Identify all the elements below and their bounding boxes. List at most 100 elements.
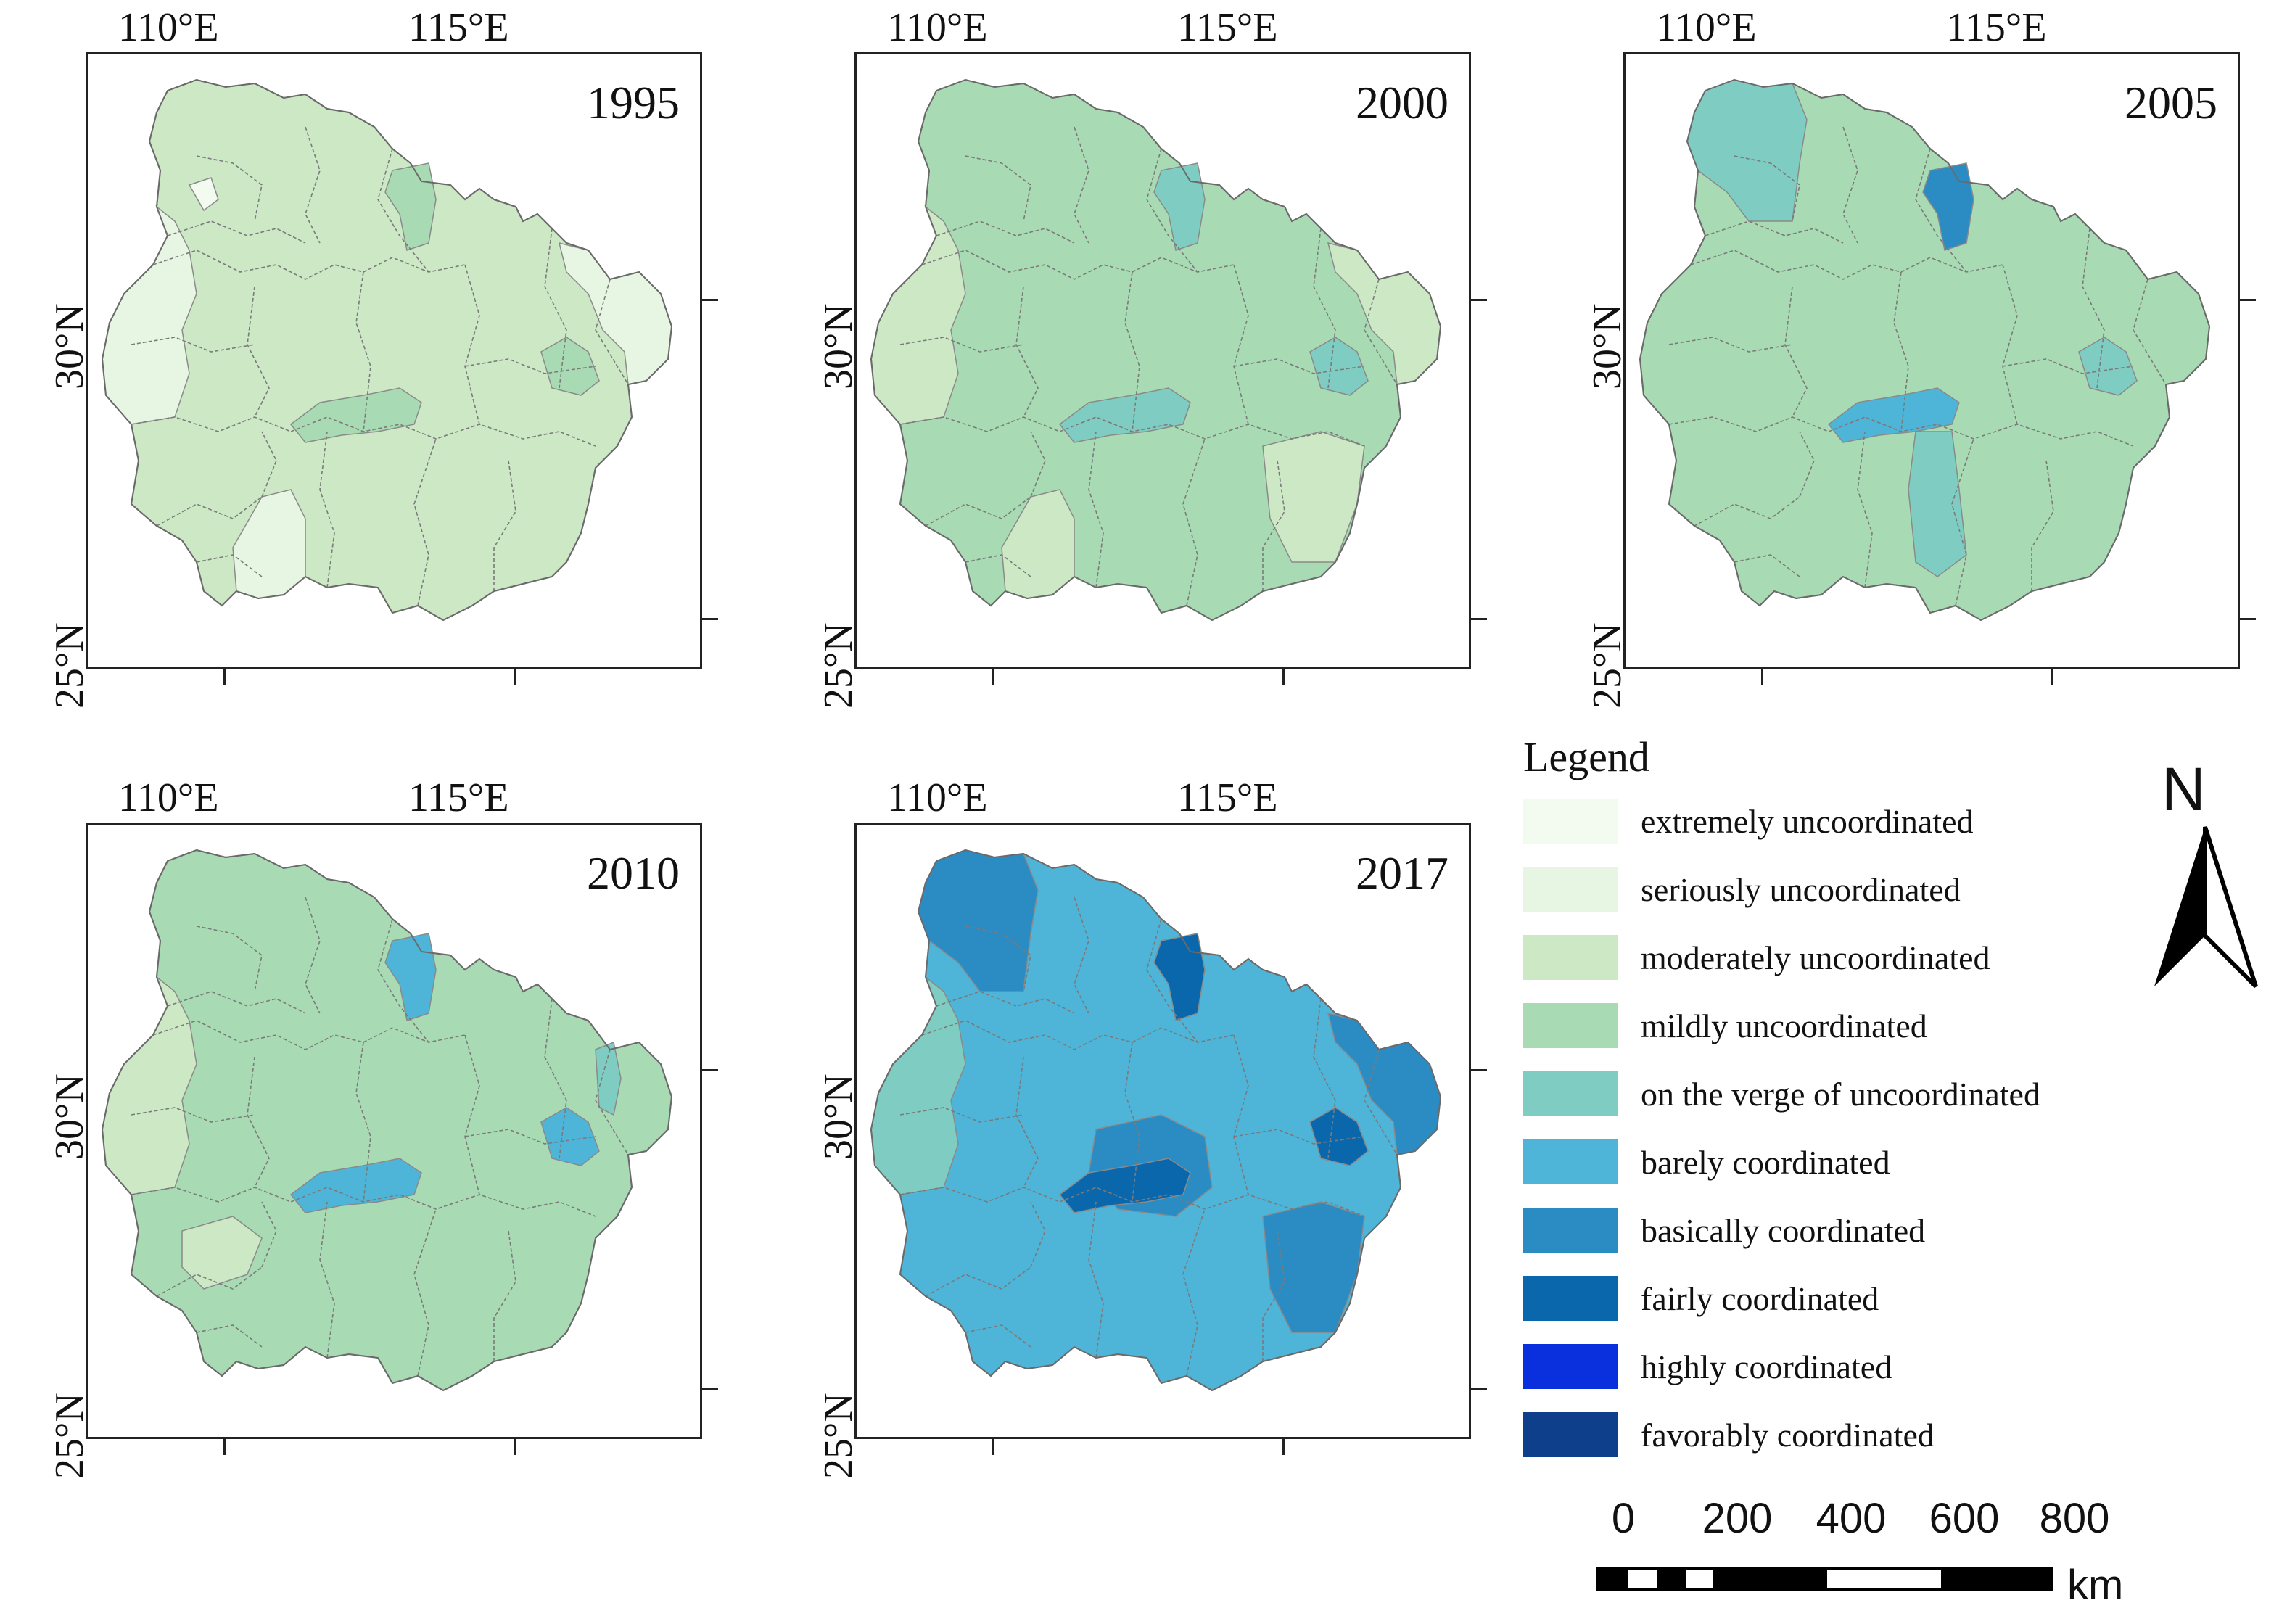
region-northeast-small-extremely	[188, 177, 219, 212]
latitude-tick	[1471, 1069, 1487, 1071]
prefecture-boundary	[1074, 897, 1089, 1014]
prefecture-boundary	[464, 1034, 480, 1195]
scale-tick-label: 0	[1611, 1495, 1636, 1542]
scale-tick-label: 800	[2039, 1495, 2110, 1542]
prefecture-boundary	[1233, 264, 1249, 425]
prefecture-boundary	[413, 438, 437, 606]
latitude-tick	[2240, 299, 2256, 301]
prefecture-boundary	[156, 496, 263, 527]
latitude-tick	[702, 1388, 718, 1390]
prefecture-boundary	[1088, 431, 1104, 588]
prefecture-boundary	[936, 220, 1075, 244]
legend-label: extremely uncoordinated	[1641, 802, 1974, 840]
longitude-tick	[514, 1439, 516, 1455]
region-center-lake-fairly	[1058, 1158, 1191, 1213]
longitude-label: 115°E	[1177, 5, 1278, 50]
prefecture-boundary	[1734, 155, 1800, 222]
prefecture-boundary	[595, 279, 629, 385]
prefecture-boundary	[1915, 148, 1967, 273]
prefecture-boundary	[1313, 998, 1336, 1159]
longitude-label: 115°E	[1946, 5, 2047, 50]
prefecture-boundary	[152, 250, 466, 280]
latitude-tick	[702, 299, 718, 301]
longitude-tick	[223, 669, 226, 685]
prefecture-boundary	[1030, 431, 1046, 498]
prefecture-boundary	[305, 126, 321, 244]
prefecture-boundary	[464, 264, 480, 425]
legend-label: basically coordinated	[1641, 1211, 1926, 1249]
prefecture-boundary	[925, 496, 1031, 527]
prefecture-boundary	[355, 271, 371, 432]
longitude-label: 115°E	[1177, 775, 1278, 820]
prefecture-boundary	[196, 155, 263, 222]
map-panel-2010: 110°E 115°E 30°N 25°N 2010	[46, 775, 743, 1503]
legend-item-seriously: seriously uncoordinated	[1523, 864, 1961, 915]
latitude-tick	[1471, 1388, 1487, 1390]
region-north-small-verge	[1153, 162, 1206, 251]
longitude-tick	[1282, 1439, 1285, 1455]
north-arrow-icon	[2154, 826, 2258, 989]
legend-label: seriously uncoordinated	[1641, 870, 1961, 908]
prefecture-boundary	[247, 1056, 270, 1188]
legend-label: fairly coordinated	[1641, 1279, 1879, 1317]
prefecture-boundary	[921, 250, 1235, 280]
prefecture-boundary	[1182, 438, 1206, 606]
legend-swatch	[1523, 867, 1618, 912]
outer-boundary	[101, 78, 673, 622]
region-north-small-mildly	[384, 162, 437, 251]
year-label: 1995	[587, 77, 680, 128]
outer-boundary	[870, 78, 1442, 622]
region-center-lake-mildly	[289, 387, 422, 443]
year-label: 2017	[1356, 847, 1449, 899]
legend-label: on the verge of uncoordinated	[1641, 1075, 2040, 1113]
prefecture-boundary	[544, 228, 567, 389]
prefecture-boundary	[131, 1107, 255, 1123]
legend-swatch	[1523, 799, 1618, 844]
longitude-tick	[1761, 669, 1763, 685]
legend-swatch	[1523, 1208, 1618, 1253]
prefecture-boundary	[1364, 279, 1398, 385]
legend-swatch	[1523, 1071, 1618, 1116]
province-map	[101, 78, 673, 622]
region-north-small-basically	[1922, 162, 1974, 251]
map-frame: 2000	[854, 52, 1471, 669]
province-map	[101, 849, 673, 1392]
prefecture-boundary	[965, 926, 1031, 992]
outer-boundary	[1639, 78, 2211, 622]
prefecture-boundary	[247, 286, 270, 418]
outer-boundary	[870, 849, 1442, 1392]
prefecture-boundary	[1799, 431, 1815, 498]
prefecture-boundary	[544, 998, 567, 1159]
latitude-tick	[702, 618, 718, 620]
map-frame: 2017	[854, 823, 1471, 1439]
legend: Legend extremely uncoordinated seriously …	[1523, 733, 2040, 1457]
year-label: 2005	[2125, 77, 2217, 128]
legend-item-fairly: fairly coordinated	[1523, 1273, 1879, 1324]
longitude-tick	[514, 669, 516, 685]
legend-swatch	[1523, 1003, 1618, 1048]
longitude-tick	[992, 1439, 994, 1455]
prefecture-boundary	[1030, 1201, 1046, 1268]
prefecture-boundary	[1694, 496, 1800, 527]
region-center-lake-barely	[289, 1158, 422, 1213]
legend-swatch	[1523, 935, 1618, 980]
outer-boundary	[101, 849, 673, 1392]
scale-bar: 0 200 400 600 800 km	[1596, 1494, 2147, 1617]
region-west-moderately	[870, 205, 966, 425]
latitude-tick	[702, 1069, 718, 1071]
prefecture-boundary	[1182, 1208, 1206, 1377]
legend-swatch	[1523, 1344, 1618, 1389]
prefecture-boundary	[196, 926, 263, 992]
longitude-tick	[2051, 669, 2053, 685]
prefecture-boundary	[1734, 554, 1800, 577]
prefecture-boundary	[1893, 271, 1909, 432]
prefecture-boundary	[1146, 918, 1198, 1043]
region-center-lake-verge	[1058, 387, 1191, 443]
prefecture-boundary	[156, 1266, 263, 1297]
legend-item-verge: on the verge of uncoordinated	[1523, 1068, 2040, 1119]
legend-item-moderately: moderately uncoordinated	[1523, 932, 1990, 983]
prefecture-boundary	[355, 1042, 371, 1203]
longitude-tick	[223, 1439, 226, 1455]
region-east-lake-mildly	[540, 337, 600, 396]
prefecture-boundary	[493, 460, 516, 591]
